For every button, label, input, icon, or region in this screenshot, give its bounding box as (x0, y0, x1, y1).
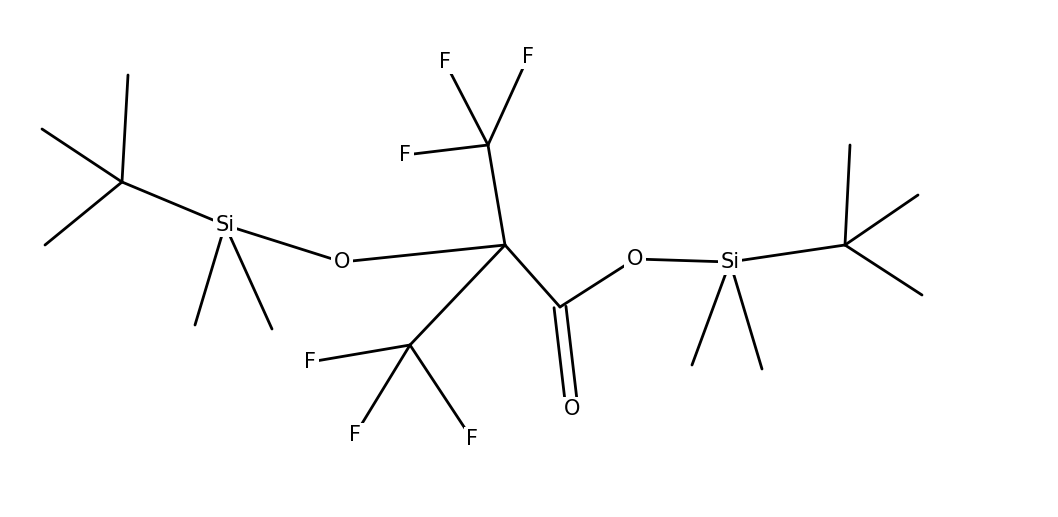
Text: Si: Si (216, 215, 235, 235)
Text: O: O (626, 249, 643, 269)
Text: Si: Si (720, 252, 740, 272)
Text: F: F (522, 47, 534, 67)
Text: F: F (304, 352, 316, 372)
Text: F: F (399, 145, 411, 165)
Text: F: F (466, 429, 478, 449)
Text: O: O (564, 399, 580, 419)
Text: F: F (439, 52, 451, 72)
Text: O: O (334, 252, 350, 272)
Text: F: F (349, 425, 361, 445)
